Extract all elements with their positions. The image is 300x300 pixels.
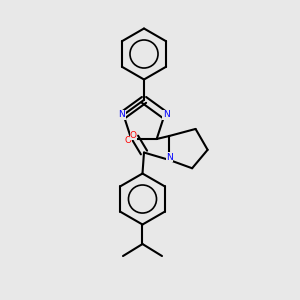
Text: O: O <box>125 136 132 145</box>
Text: N: N <box>166 152 173 161</box>
Text: N: N <box>163 110 170 119</box>
Text: O: O <box>130 130 137 140</box>
Text: N: N <box>118 110 125 119</box>
